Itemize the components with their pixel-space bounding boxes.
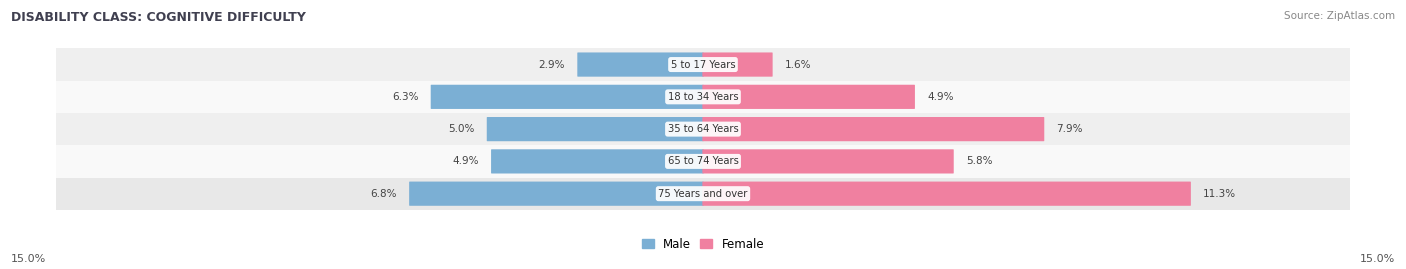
Bar [56,145,1350,178]
Bar [56,178,1350,210]
Text: 7.9%: 7.9% [1056,124,1083,134]
Text: 2.9%: 2.9% [538,59,565,70]
FancyBboxPatch shape [703,149,953,174]
Text: 6.3%: 6.3% [392,92,419,102]
Text: 6.8%: 6.8% [370,189,396,199]
FancyBboxPatch shape [703,52,773,77]
Text: 65 to 74 Years: 65 to 74 Years [668,156,738,167]
FancyBboxPatch shape [491,149,703,174]
Text: 35 to 64 Years: 35 to 64 Years [668,124,738,134]
Text: DISABILITY CLASS: COGNITIVE DIFFICULTY: DISABILITY CLASS: COGNITIVE DIFFICULTY [11,11,307,24]
Text: 5.0%: 5.0% [449,124,474,134]
Text: Source: ZipAtlas.com: Source: ZipAtlas.com [1284,11,1395,21]
FancyBboxPatch shape [486,117,703,141]
FancyBboxPatch shape [430,85,703,109]
Text: 5 to 17 Years: 5 to 17 Years [671,59,735,70]
FancyBboxPatch shape [409,182,703,206]
Text: 5.8%: 5.8% [966,156,993,167]
Bar [56,113,1350,145]
Text: 18 to 34 Years: 18 to 34 Years [668,92,738,102]
Text: 1.6%: 1.6% [785,59,811,70]
Text: 4.9%: 4.9% [453,156,479,167]
FancyBboxPatch shape [578,52,703,77]
Bar [56,81,1350,113]
Legend: Male, Female: Male, Female [637,233,769,256]
Text: 75 Years and over: 75 Years and over [658,189,748,199]
Bar [56,48,1350,81]
Text: 11.3%: 11.3% [1204,189,1236,199]
FancyBboxPatch shape [703,85,915,109]
FancyBboxPatch shape [703,182,1191,206]
FancyBboxPatch shape [703,117,1045,141]
Text: 15.0%: 15.0% [11,254,46,264]
Text: 4.9%: 4.9% [927,92,953,102]
Text: 15.0%: 15.0% [1360,254,1395,264]
